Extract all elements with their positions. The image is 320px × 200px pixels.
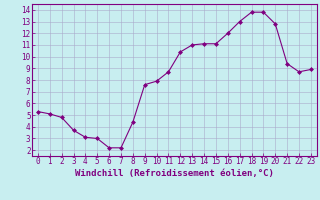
X-axis label: Windchill (Refroidissement éolien,°C): Windchill (Refroidissement éolien,°C) bbox=[75, 169, 274, 178]
